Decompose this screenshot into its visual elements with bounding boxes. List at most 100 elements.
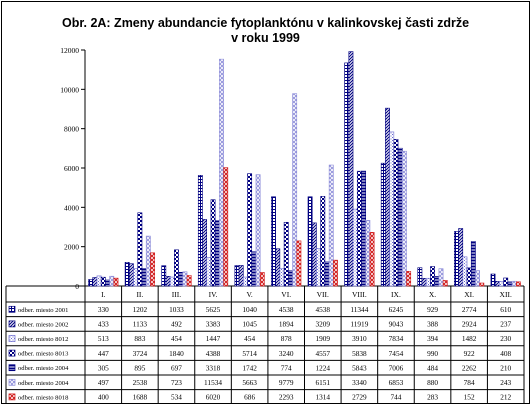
- data-label: 230: [500, 334, 511, 343]
- data-label: 744: [390, 393, 401, 402]
- bar: [275, 248, 281, 287]
- bar: [141, 268, 147, 287]
- data-label: 922: [464, 349, 475, 358]
- bar: [88, 279, 94, 287]
- data-label: 1045: [242, 320, 257, 329]
- bar: [442, 280, 448, 287]
- data-label: 1909: [315, 334, 330, 343]
- bar: [259, 272, 265, 287]
- legend-label: odber. miesto 8013: [18, 351, 69, 358]
- bar-chart: 020004000600080001000012000I.II.III.IV.V…: [5, 46, 525, 405]
- bar: [454, 231, 459, 287]
- bar: [365, 220, 371, 287]
- data-label: 283: [427, 393, 438, 402]
- data-label: 1482: [462, 334, 477, 343]
- data-label: 2293: [279, 393, 294, 402]
- bar: [385, 107, 390, 287]
- data-label: 4538: [279, 305, 294, 314]
- data-label: 6151: [315, 378, 330, 387]
- bar: [214, 220, 220, 287]
- legend-label: odber. miesto 8018: [18, 394, 69, 401]
- bar: [113, 277, 119, 287]
- data-label: 697: [171, 363, 182, 372]
- bar: [320, 196, 326, 287]
- chart-title: Obr. 2A: Zmeny abundancie fytoplanktónu …: [2, 16, 529, 46]
- data-label: 4557: [315, 349, 330, 358]
- data-label: 11344: [350, 305, 368, 314]
- legend-label: odber. miesto 2004: [18, 380, 69, 387]
- x-tick-label: VI.: [281, 290, 291, 299]
- data-label: 330: [98, 305, 109, 314]
- data-label: 1224: [315, 363, 330, 372]
- data-label: 454: [171, 334, 182, 343]
- bar: [380, 162, 386, 287]
- bar: [100, 276, 106, 287]
- bar: [356, 170, 362, 287]
- data-label: 1447: [206, 334, 221, 343]
- bar: [283, 221, 289, 287]
- bar: [124, 262, 130, 287]
- x-tick-label: I.: [101, 290, 105, 299]
- bar: [223, 167, 229, 287]
- x-tick-label: IX.: [391, 290, 401, 299]
- x-tick-label: III.: [172, 290, 181, 299]
- data-label: 7834: [389, 334, 404, 343]
- data-label: 237: [500, 320, 511, 329]
- bar: [503, 277, 509, 287]
- bar: [434, 276, 440, 287]
- bar: [352, 208, 358, 287]
- data-label: 152: [464, 393, 475, 402]
- bar: [271, 196, 276, 287]
- bar: [389, 131, 395, 287]
- bar: [251, 251, 257, 287]
- data-label: 3383: [206, 320, 221, 329]
- data-label: 5663: [242, 378, 257, 387]
- bar: [292, 93, 298, 287]
- bar: [178, 271, 184, 287]
- bar: [174, 249, 179, 287]
- data-label: 11534: [204, 378, 222, 387]
- legend-swatch: [8, 393, 16, 401]
- data-label: 1894: [279, 320, 294, 329]
- bar: [182, 271, 188, 287]
- bar: [234, 265, 240, 287]
- chart-title-line-2: v roku 1999: [231, 31, 300, 45]
- data-label: 878: [281, 334, 292, 343]
- legend-label: odber. miesto 2004: [18, 365, 69, 372]
- data-label: 4388: [206, 349, 221, 358]
- x-tick-label: XI.: [464, 290, 474, 299]
- data-label: 5843: [352, 363, 367, 372]
- data-label: 454: [244, 334, 255, 343]
- data-label: 497: [98, 378, 109, 387]
- bar: [238, 265, 244, 287]
- legend-swatch: [8, 305, 16, 313]
- data-label: 388: [427, 320, 438, 329]
- bar: [255, 174, 261, 287]
- data-label: 9043: [389, 320, 404, 329]
- bar: [296, 240, 302, 287]
- data-label: 774: [281, 363, 292, 372]
- bar: [92, 277, 98, 287]
- data-label: 1688: [133, 393, 148, 402]
- x-tick-label: V.: [246, 290, 252, 299]
- x-tick-label: VII.: [317, 290, 329, 299]
- data-label: 1040: [242, 305, 257, 314]
- bar: [397, 147, 403, 287]
- y-tick-label: 4000: [64, 203, 79, 212]
- data-label: 305: [98, 363, 109, 372]
- data-label: 2538: [133, 378, 148, 387]
- legend-swatch: [8, 378, 16, 386]
- bar: [197, 175, 203, 287]
- y-tick-label: 6000: [64, 164, 79, 173]
- bar: [393, 139, 399, 287]
- data-label: 210: [500, 363, 511, 372]
- bar: [247, 173, 253, 287]
- bar: [466, 267, 472, 287]
- x-tick-label: X.: [429, 290, 436, 299]
- data-label: 610: [500, 305, 511, 314]
- data-label: 394: [427, 334, 438, 343]
- data-label: 9779: [279, 378, 294, 387]
- data-label: 3240: [279, 349, 294, 358]
- bar: [479, 282, 485, 287]
- data-label: 5838: [352, 349, 367, 358]
